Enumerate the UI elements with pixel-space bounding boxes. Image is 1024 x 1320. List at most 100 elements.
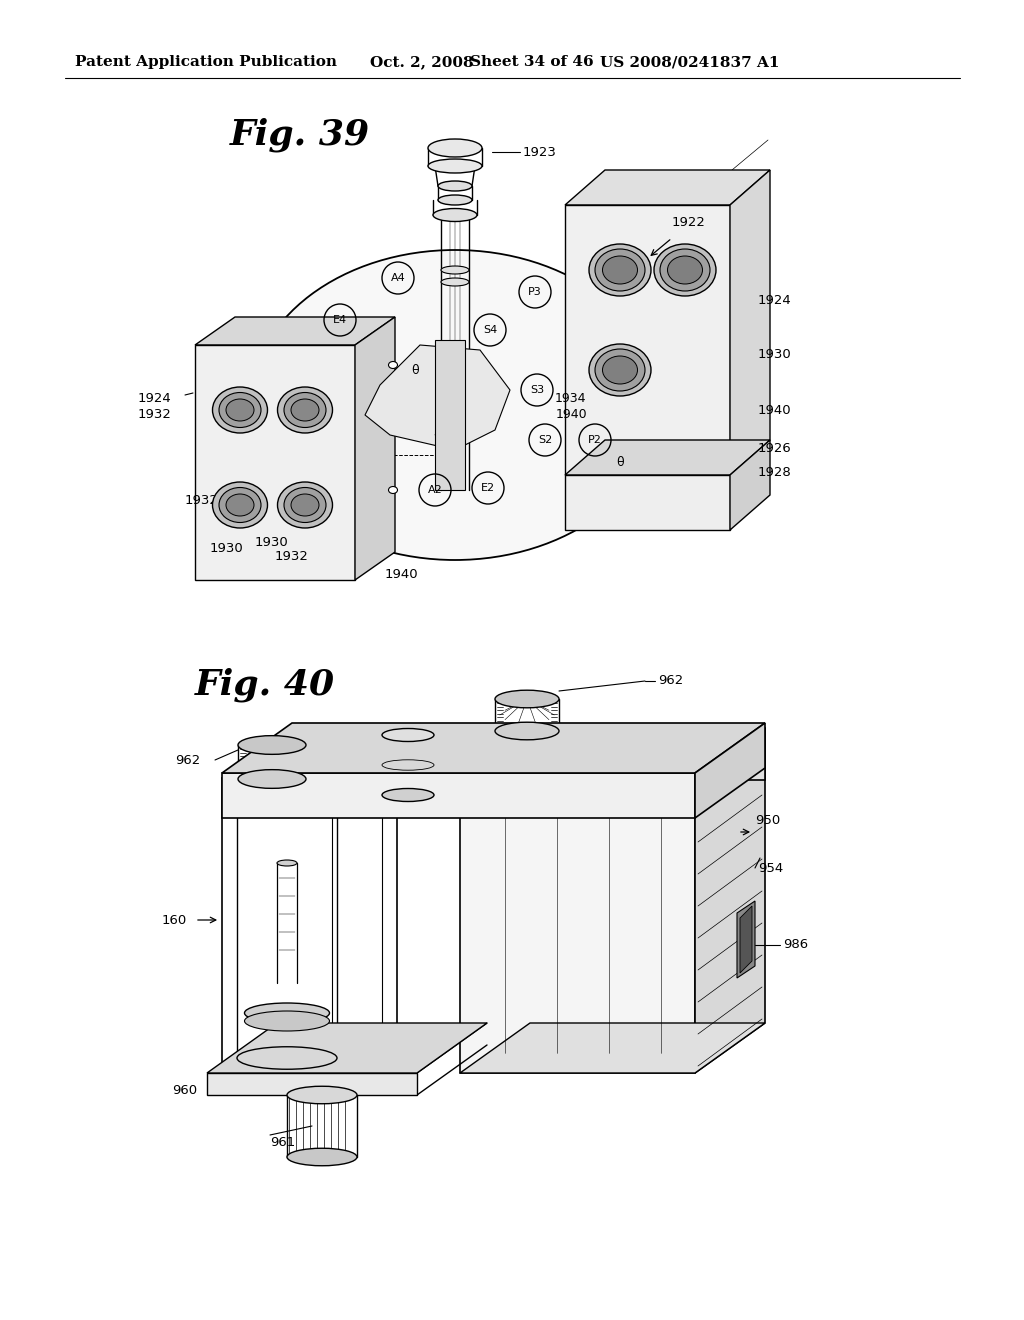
Ellipse shape [245,1011,330,1031]
Polygon shape [460,777,695,1073]
Text: θ: θ [616,455,624,469]
Ellipse shape [388,362,397,368]
Ellipse shape [433,209,477,222]
Polygon shape [365,345,510,450]
Ellipse shape [219,392,261,428]
Text: E2: E2 [481,483,495,492]
Ellipse shape [226,399,254,421]
Ellipse shape [287,1086,357,1104]
Ellipse shape [589,345,651,396]
Ellipse shape [388,487,397,494]
Ellipse shape [226,494,254,516]
Polygon shape [565,440,770,475]
Text: 1924: 1924 [138,392,172,404]
Polygon shape [730,170,770,475]
Text: 950: 950 [755,813,780,826]
Polygon shape [207,1073,417,1096]
Text: 1930: 1930 [210,541,244,554]
Polygon shape [207,1023,487,1073]
Polygon shape [565,475,730,531]
Polygon shape [730,440,770,531]
Polygon shape [292,729,765,780]
Polygon shape [740,906,752,973]
Polygon shape [355,317,395,579]
Text: Sheet 34 of 46: Sheet 34 of 46 [470,55,594,69]
Ellipse shape [278,482,333,528]
Text: 1926: 1926 [758,441,792,454]
Polygon shape [460,729,765,777]
Ellipse shape [219,487,261,523]
Ellipse shape [284,392,326,428]
Polygon shape [460,1023,765,1073]
Ellipse shape [668,256,702,284]
Polygon shape [195,345,355,579]
Text: S4: S4 [483,325,497,335]
Ellipse shape [278,387,333,433]
Text: P2: P2 [588,436,602,445]
Text: A2: A2 [428,484,442,495]
Text: S2: S2 [538,436,552,445]
Polygon shape [195,317,395,345]
Ellipse shape [245,1003,330,1023]
Text: Patent Application Publication: Patent Application Publication [75,55,337,69]
Text: θ: θ [412,363,419,376]
Ellipse shape [291,399,319,421]
Ellipse shape [382,788,434,801]
Ellipse shape [438,195,472,205]
Text: P3: P3 [528,286,542,297]
Ellipse shape [284,487,326,523]
Text: S3: S3 [530,385,544,395]
Text: 1923: 1923 [523,145,557,158]
Polygon shape [737,902,755,978]
Ellipse shape [287,1148,357,1166]
Text: 1932: 1932 [138,408,172,421]
Ellipse shape [589,244,651,296]
Ellipse shape [428,139,482,157]
Ellipse shape [213,387,267,433]
Polygon shape [565,170,770,205]
Text: 1932: 1932 [275,549,309,562]
Ellipse shape [250,249,660,560]
Ellipse shape [495,690,559,708]
Ellipse shape [382,729,434,742]
Text: 1928: 1928 [758,466,792,479]
Ellipse shape [654,244,716,296]
Ellipse shape [660,249,710,290]
Polygon shape [695,729,765,1073]
Text: US 2008/0241837 A1: US 2008/0241837 A1 [600,55,779,69]
Text: 962: 962 [658,675,683,688]
Polygon shape [435,395,465,436]
Text: 972: 972 [628,756,653,770]
Text: 960: 960 [172,1084,198,1097]
Text: 1930: 1930 [255,536,289,549]
Text: 1930: 1930 [758,348,792,362]
Polygon shape [222,774,695,818]
Ellipse shape [595,348,645,391]
Ellipse shape [238,735,306,754]
Ellipse shape [441,267,469,275]
Polygon shape [695,723,765,818]
Text: E4: E4 [333,315,347,325]
Ellipse shape [237,1047,337,1069]
Ellipse shape [438,181,472,191]
Text: A4: A4 [390,273,406,282]
Ellipse shape [602,356,638,384]
Polygon shape [222,729,467,777]
Ellipse shape [595,249,645,290]
Ellipse shape [237,787,337,809]
Text: 1940: 1940 [556,408,588,421]
Polygon shape [222,723,765,774]
Text: 1940: 1940 [758,404,792,417]
Ellipse shape [291,494,319,516]
Ellipse shape [213,482,267,528]
Ellipse shape [428,158,482,173]
Ellipse shape [602,256,638,284]
Text: 1932: 1932 [185,494,219,507]
Ellipse shape [441,279,469,286]
Text: 962: 962 [175,754,201,767]
Text: Fig. 39: Fig. 39 [230,117,370,153]
Text: 1924: 1924 [758,293,792,306]
Text: Fig. 40: Fig. 40 [195,668,335,702]
Ellipse shape [238,770,306,788]
Text: 986: 986 [783,939,808,952]
